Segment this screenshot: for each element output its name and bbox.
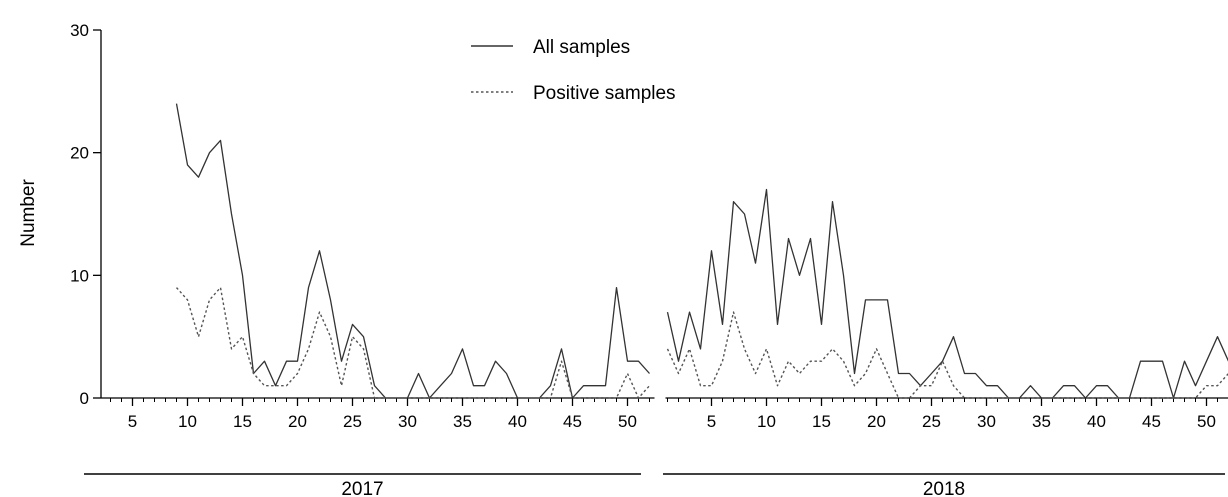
x-tick-label: 25 [343, 412, 362, 431]
x-tick-label: 50 [1197, 412, 1216, 431]
x-axis: 5 10 15 20 25 30 35 40 45 50 2017 5 10 15 20 25 30 35 40 45… [84, 397, 1228, 497]
series-line-positive-samples [175, 286, 651, 399]
legend: All samples Positive samples [471, 37, 676, 104]
x-tick-label: 15 [812, 412, 831, 431]
x-tick-label: 5 [707, 412, 716, 431]
x-tick-label: 20 [867, 412, 886, 431]
y-tick-label: 20 [70, 144, 89, 163]
x-tick-label: 50 [618, 412, 637, 431]
year-label: 2018 [923, 479, 965, 497]
y-axis: 0 10 20 30 [70, 21, 102, 408]
x-tick-label: 40 [1087, 412, 1106, 431]
x-tick-label: 15 [233, 412, 252, 431]
year-label: 2017 [341, 479, 383, 497]
series-layer [175, 103, 1228, 399]
legend-label: Positive samples [533, 83, 676, 104]
legend-label: All samples [533, 37, 630, 58]
x-tick-label: 25 [922, 412, 941, 431]
x-tick-label: 45 [563, 412, 582, 431]
x-tick-label: 35 [453, 412, 472, 431]
x-tick-label: 40 [508, 412, 527, 431]
x-tick-label: 10 [757, 412, 776, 431]
x-tick-label: 30 [977, 412, 996, 431]
x-tick-label: 45 [1142, 412, 1161, 431]
series-line-all-samples [666, 188, 1228, 399]
x-tick-label: 10 [178, 412, 197, 431]
y-tick-label: 10 [70, 266, 89, 285]
series-line-positive-samples [666, 311, 1228, 399]
y-axis-title: Number [18, 179, 39, 247]
x-tick-label: 20 [288, 412, 307, 431]
x-tick-label: 5 [128, 412, 137, 431]
x-tick-label: 35 [1032, 412, 1051, 431]
x-tick-label: 30 [398, 412, 417, 431]
y-tick-label: 30 [70, 21, 89, 40]
y-tick-label: 0 [80, 389, 89, 408]
